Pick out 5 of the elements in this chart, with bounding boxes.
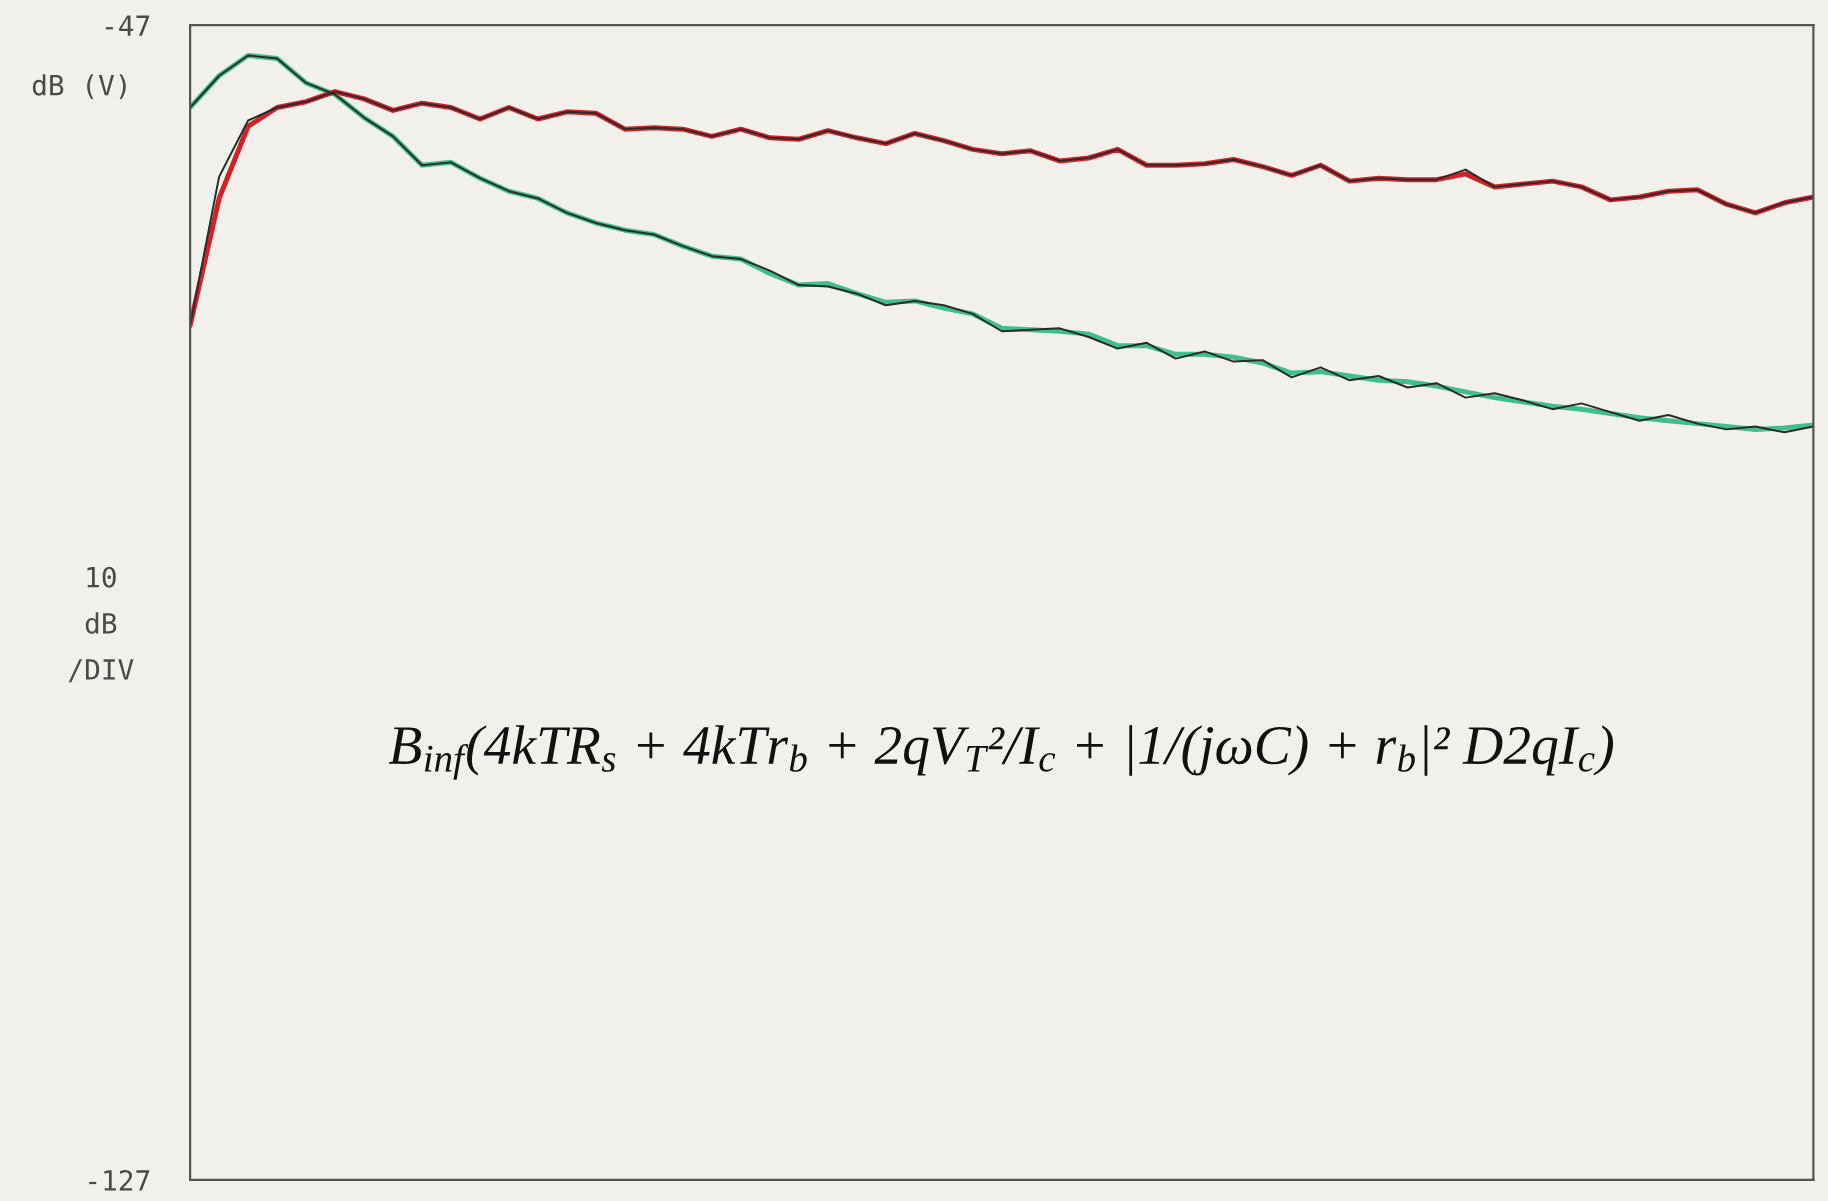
text: B$_{inf}$(4kTR$_{s}$ + 4kTr$_{b}$ + 2qV$_{T}$²/I$_{c}$ + |1/(jωC) + r$_{b}$|² D2qI$_{c}$) [388,725,1614,780]
y-tick-label: -127 [89,1169,150,1191]
y-tick-label: -47 [105,15,150,36]
text: dB (V) [32,74,126,99]
y-axis-title: 10 dB /DIV [68,566,134,683]
